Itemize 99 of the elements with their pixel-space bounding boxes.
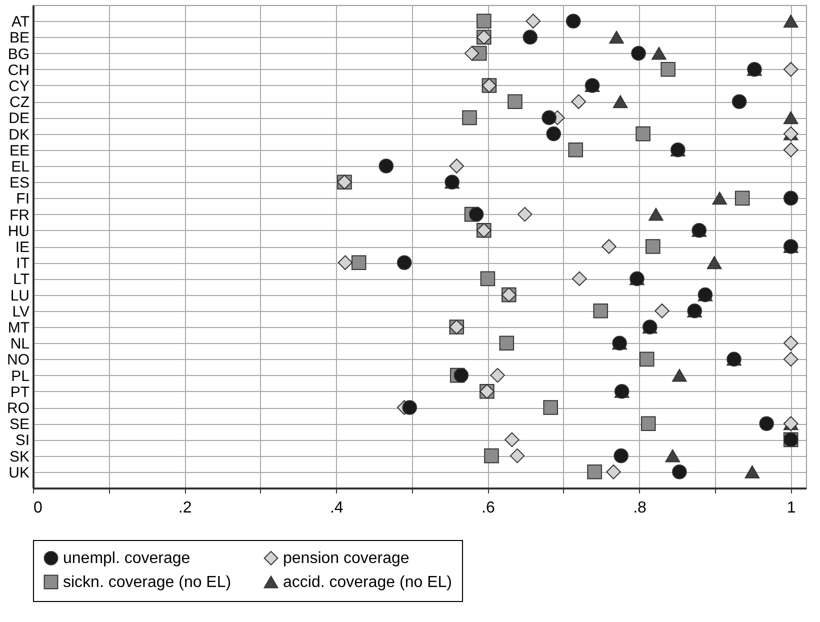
point	[783, 62, 798, 77]
point	[783, 142, 798, 158]
point	[606, 464, 621, 480]
point	[338, 255, 353, 270]
x-tick-label: .4	[330, 500, 344, 516]
point	[593, 304, 608, 318]
point	[566, 14, 581, 28]
point	[480, 271, 496, 286]
point	[526, 14, 541, 28]
point	[654, 304, 670, 318]
y-tick-label: CZ	[10, 94, 30, 112]
y-tick-label: IT	[16, 255, 30, 272]
y-tick-label: CY	[8, 78, 30, 95]
y-tick-label: BG	[8, 46, 30, 63]
legend-label: unempl. coverage	[63, 550, 190, 568]
y-tick-label: IE	[15, 239, 30, 256]
y-tick-label: FR	[10, 206, 30, 224]
point	[402, 400, 418, 415]
y-tick-label: UK	[8, 464, 30, 482]
x-tick-label: .6	[482, 500, 495, 516]
point	[517, 206, 532, 222]
point	[510, 448, 525, 464]
point	[351, 255, 366, 270]
y-tick-label: DK	[8, 126, 30, 144]
point	[484, 448, 499, 464]
point	[490, 368, 505, 383]
point	[640, 416, 656, 431]
point	[378, 158, 394, 174]
point	[571, 94, 586, 109]
point	[652, 46, 666, 60]
y-tick-label: LU	[10, 287, 30, 304]
y-tick-label: LV	[12, 303, 30, 320]
legend-label: accid. coverage (no EL)	[283, 574, 452, 591]
point	[449, 158, 464, 174]
point	[499, 336, 514, 350]
point	[504, 432, 520, 448]
x-tick-label: .8	[633, 500, 647, 516]
y-tick-label: SE	[9, 416, 30, 434]
point	[602, 239, 616, 254]
y-tick-label: HU	[8, 222, 30, 240]
point	[636, 126, 650, 142]
y-tick-label: EE	[9, 142, 30, 160]
point	[396, 255, 412, 270]
point	[646, 239, 660, 254]
y-tick-label: EL	[11, 158, 30, 176]
point	[568, 142, 584, 158]
y-tick-label: PT	[10, 384, 30, 401]
point	[631, 46, 646, 61]
y-tick-label: DE	[8, 110, 30, 128]
point	[639, 352, 654, 367]
point	[783, 111, 798, 124]
point	[783, 336, 798, 350]
point	[454, 368, 469, 383]
point	[614, 448, 628, 464]
point	[612, 95, 628, 108]
point	[744, 465, 760, 478]
point	[522, 30, 538, 45]
point	[732, 94, 747, 109]
point	[783, 352, 798, 367]
y-tick-label: MT	[8, 320, 30, 336]
point	[665, 449, 680, 462]
point	[462, 110, 477, 126]
y-tick-label: SI	[15, 432, 30, 450]
y-tick-label: CH	[8, 62, 30, 79]
y-tick-label: NL	[10, 336, 30, 353]
point	[783, 14, 798, 28]
legend-label: sickn. coverage (no EL)	[63, 574, 232, 591]
point	[660, 62, 676, 77]
point	[648, 208, 664, 221]
point	[508, 94, 522, 109]
y-tick-label: BE	[9, 30, 30, 47]
legend-label: pension coverage	[283, 550, 410, 568]
point	[468, 206, 484, 222]
point	[609, 30, 624, 44]
x-tick-label: 1	[786, 500, 796, 516]
y-tick-label: PL	[11, 368, 30, 385]
point	[759, 416, 774, 431]
point	[587, 464, 602, 480]
point	[672, 464, 687, 480]
y-tick-label: RO	[7, 400, 30, 417]
point	[546, 126, 562, 142]
point	[464, 46, 480, 61]
x-tick-label: 0	[34, 500, 42, 516]
y-tick-label: AT	[11, 14, 30, 31]
point	[542, 110, 556, 126]
point	[476, 14, 492, 28]
point	[712, 192, 727, 205]
y-tick-label: ES	[9, 174, 30, 192]
y-tick-label: NO	[7, 352, 30, 369]
y-tick-label: FI	[16, 190, 30, 208]
y-tick-label: SK	[9, 448, 30, 466]
y-tick-label: LT	[13, 271, 30, 288]
point	[783, 190, 798, 206]
point	[706, 256, 722, 270]
point	[543, 400, 558, 415]
point	[734, 190, 750, 206]
point	[572, 271, 587, 286]
x-tick-label: .2	[178, 500, 192, 516]
point	[672, 368, 687, 382]
